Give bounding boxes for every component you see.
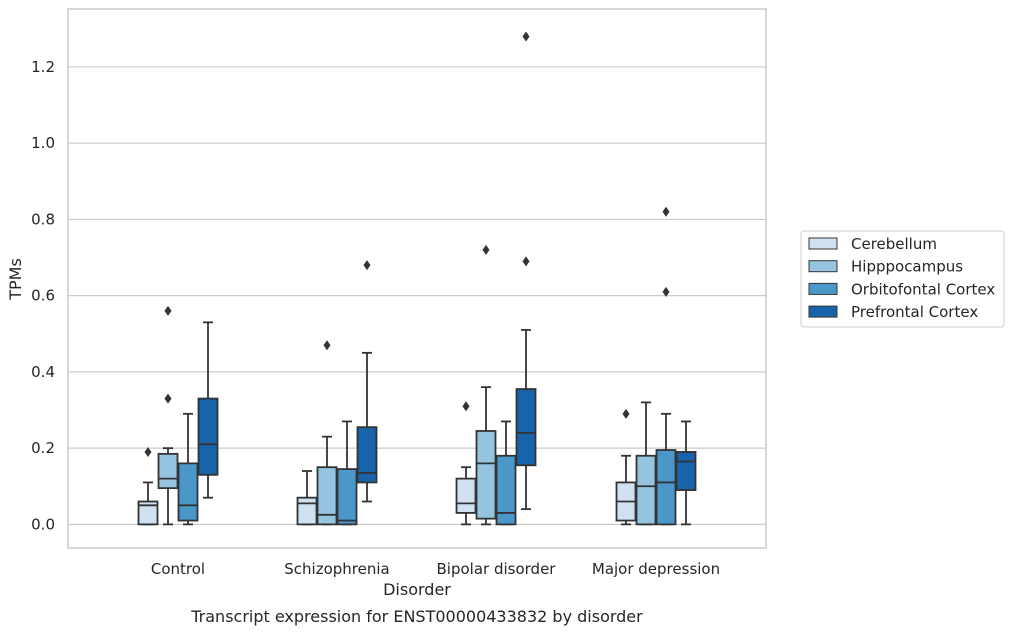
iqr-box xyxy=(495,454,517,526)
legend-swatch xyxy=(808,282,838,295)
legend-label: Hipppocampus xyxy=(851,258,963,276)
legend-label: Orbitofontal Cortex xyxy=(851,280,995,298)
x-tick-label: Schizophrenia xyxy=(284,560,389,578)
legend-label: Cerebellum xyxy=(851,235,937,253)
y-tick-labels: 0.0 0.2 0.4 0.6 0.8 1.0 1.2 xyxy=(31,58,55,533)
iqr-box xyxy=(157,452,179,490)
outlier-point xyxy=(462,401,470,412)
y-tick-label: 0.0 xyxy=(31,515,55,533)
y-tick-label: 0.2 xyxy=(31,439,55,457)
outlier-point xyxy=(662,206,670,217)
iqr-box xyxy=(455,477,477,514)
box-prefrontal-cortex-bipolar-disorder xyxy=(515,31,537,511)
legend-frame xyxy=(800,230,1005,328)
iqr-box xyxy=(336,468,358,526)
iqr-box xyxy=(316,466,338,526)
y-tick-label: 1.0 xyxy=(31,134,55,152)
box-cerebellum-major-depression xyxy=(615,408,637,526)
outlier-point xyxy=(144,446,152,457)
outlier-point xyxy=(522,256,530,267)
legend-swatch xyxy=(808,237,838,250)
box-orbitofontal-cortex-bipolar-disorder xyxy=(495,420,517,526)
iqr-box xyxy=(177,462,199,522)
gridlines xyxy=(68,66,766,525)
legend: Cerebellum Hipppocampus Orbitofontal Corte… xyxy=(800,230,1005,328)
outlier-point xyxy=(363,260,371,271)
iqr-box xyxy=(475,430,497,520)
legend-swatch xyxy=(808,260,838,273)
iqr-box xyxy=(635,454,657,526)
outlier-point xyxy=(164,305,172,316)
legend-swatch xyxy=(808,305,838,318)
box-cerebellum-schizophrenia xyxy=(296,470,318,526)
box-orbitofontal-cortex-schizophrenia xyxy=(336,420,358,526)
iqr-box xyxy=(515,388,537,467)
outlier-point xyxy=(482,244,490,255)
iqr-box xyxy=(137,500,159,526)
box-hipppocampus-bipolar-disorder xyxy=(475,244,497,526)
outlier-point xyxy=(164,393,172,404)
outlier-point xyxy=(522,31,530,42)
iqr-box xyxy=(197,397,219,476)
iqr-box xyxy=(356,426,378,484)
box-groups xyxy=(137,31,697,526)
x-tick-label: Control xyxy=(151,560,205,578)
y-tick-label: 0.6 xyxy=(31,287,55,305)
box-cerebellum-control xyxy=(137,446,159,526)
y-tick-label: 1.2 xyxy=(31,58,55,76)
box-hipppocampus-major-depression xyxy=(635,401,657,526)
legend-label: Prefrontal Cortex xyxy=(851,303,978,321)
y-axis-title: TPMs xyxy=(6,258,25,301)
y-tick-label: 0.8 xyxy=(31,210,55,228)
outlier-point xyxy=(323,340,331,351)
box-prefrontal-cortex-schizophrenia xyxy=(356,260,378,503)
iqr-box xyxy=(675,451,697,491)
box-orbitofontal-cortex-control xyxy=(177,412,199,526)
box-prefrontal-cortex-major-depression xyxy=(675,420,697,526)
iqr-box xyxy=(655,449,677,526)
box-hipppocampus-control xyxy=(157,305,179,526)
plot-area-frame xyxy=(67,8,767,549)
outlier-point xyxy=(622,408,630,419)
y-tick-label: 0.4 xyxy=(31,363,55,381)
iqr-box xyxy=(296,496,318,526)
x-tick-labels: Control Schizophrenia Bipolar disorder Majo… xyxy=(151,560,720,578)
box-hipppocampus-schizophrenia xyxy=(316,340,338,526)
box-cerebellum-bipolar-disorder xyxy=(455,401,477,526)
chart-caption: Transcript expression for ENST0000043383… xyxy=(190,607,643,626)
x-tick-label: Major depression xyxy=(592,560,720,578)
x-axis-title: Disorder xyxy=(383,580,451,599)
outlier-point xyxy=(662,286,670,297)
box-prefrontal-cortex-control xyxy=(197,321,219,499)
x-tick-label: Bipolar disorder xyxy=(437,560,557,578)
box-orbitofontal-cortex-major-depression xyxy=(655,206,677,526)
